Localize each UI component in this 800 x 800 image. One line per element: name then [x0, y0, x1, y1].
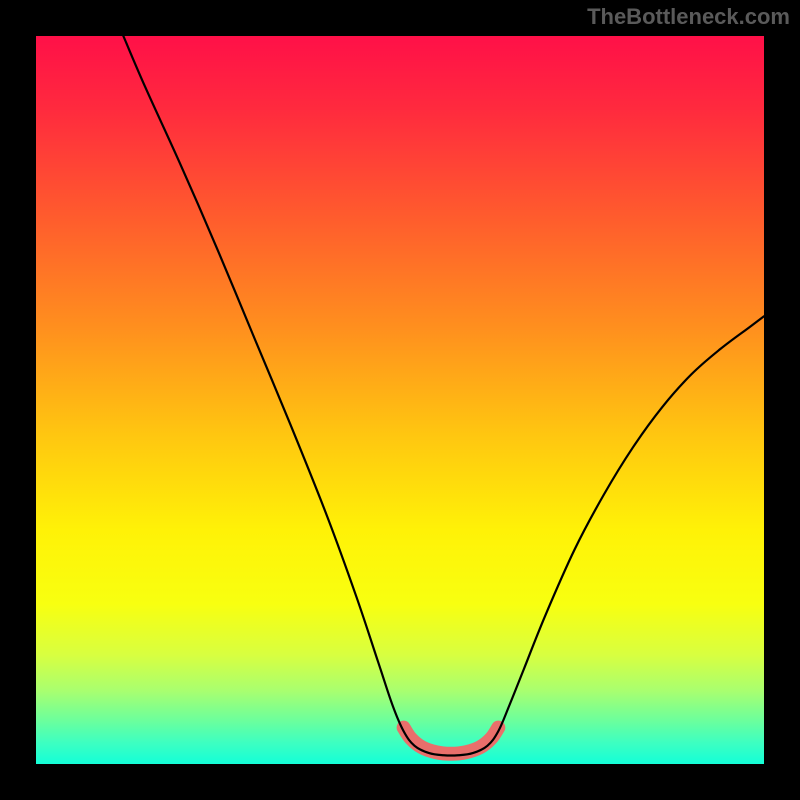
bottleneck-chart: TheBottleneck.com — [0, 0, 800, 800]
watermark-label: TheBottleneck.com — [587, 4, 790, 30]
chart-canvas — [0, 0, 800, 800]
